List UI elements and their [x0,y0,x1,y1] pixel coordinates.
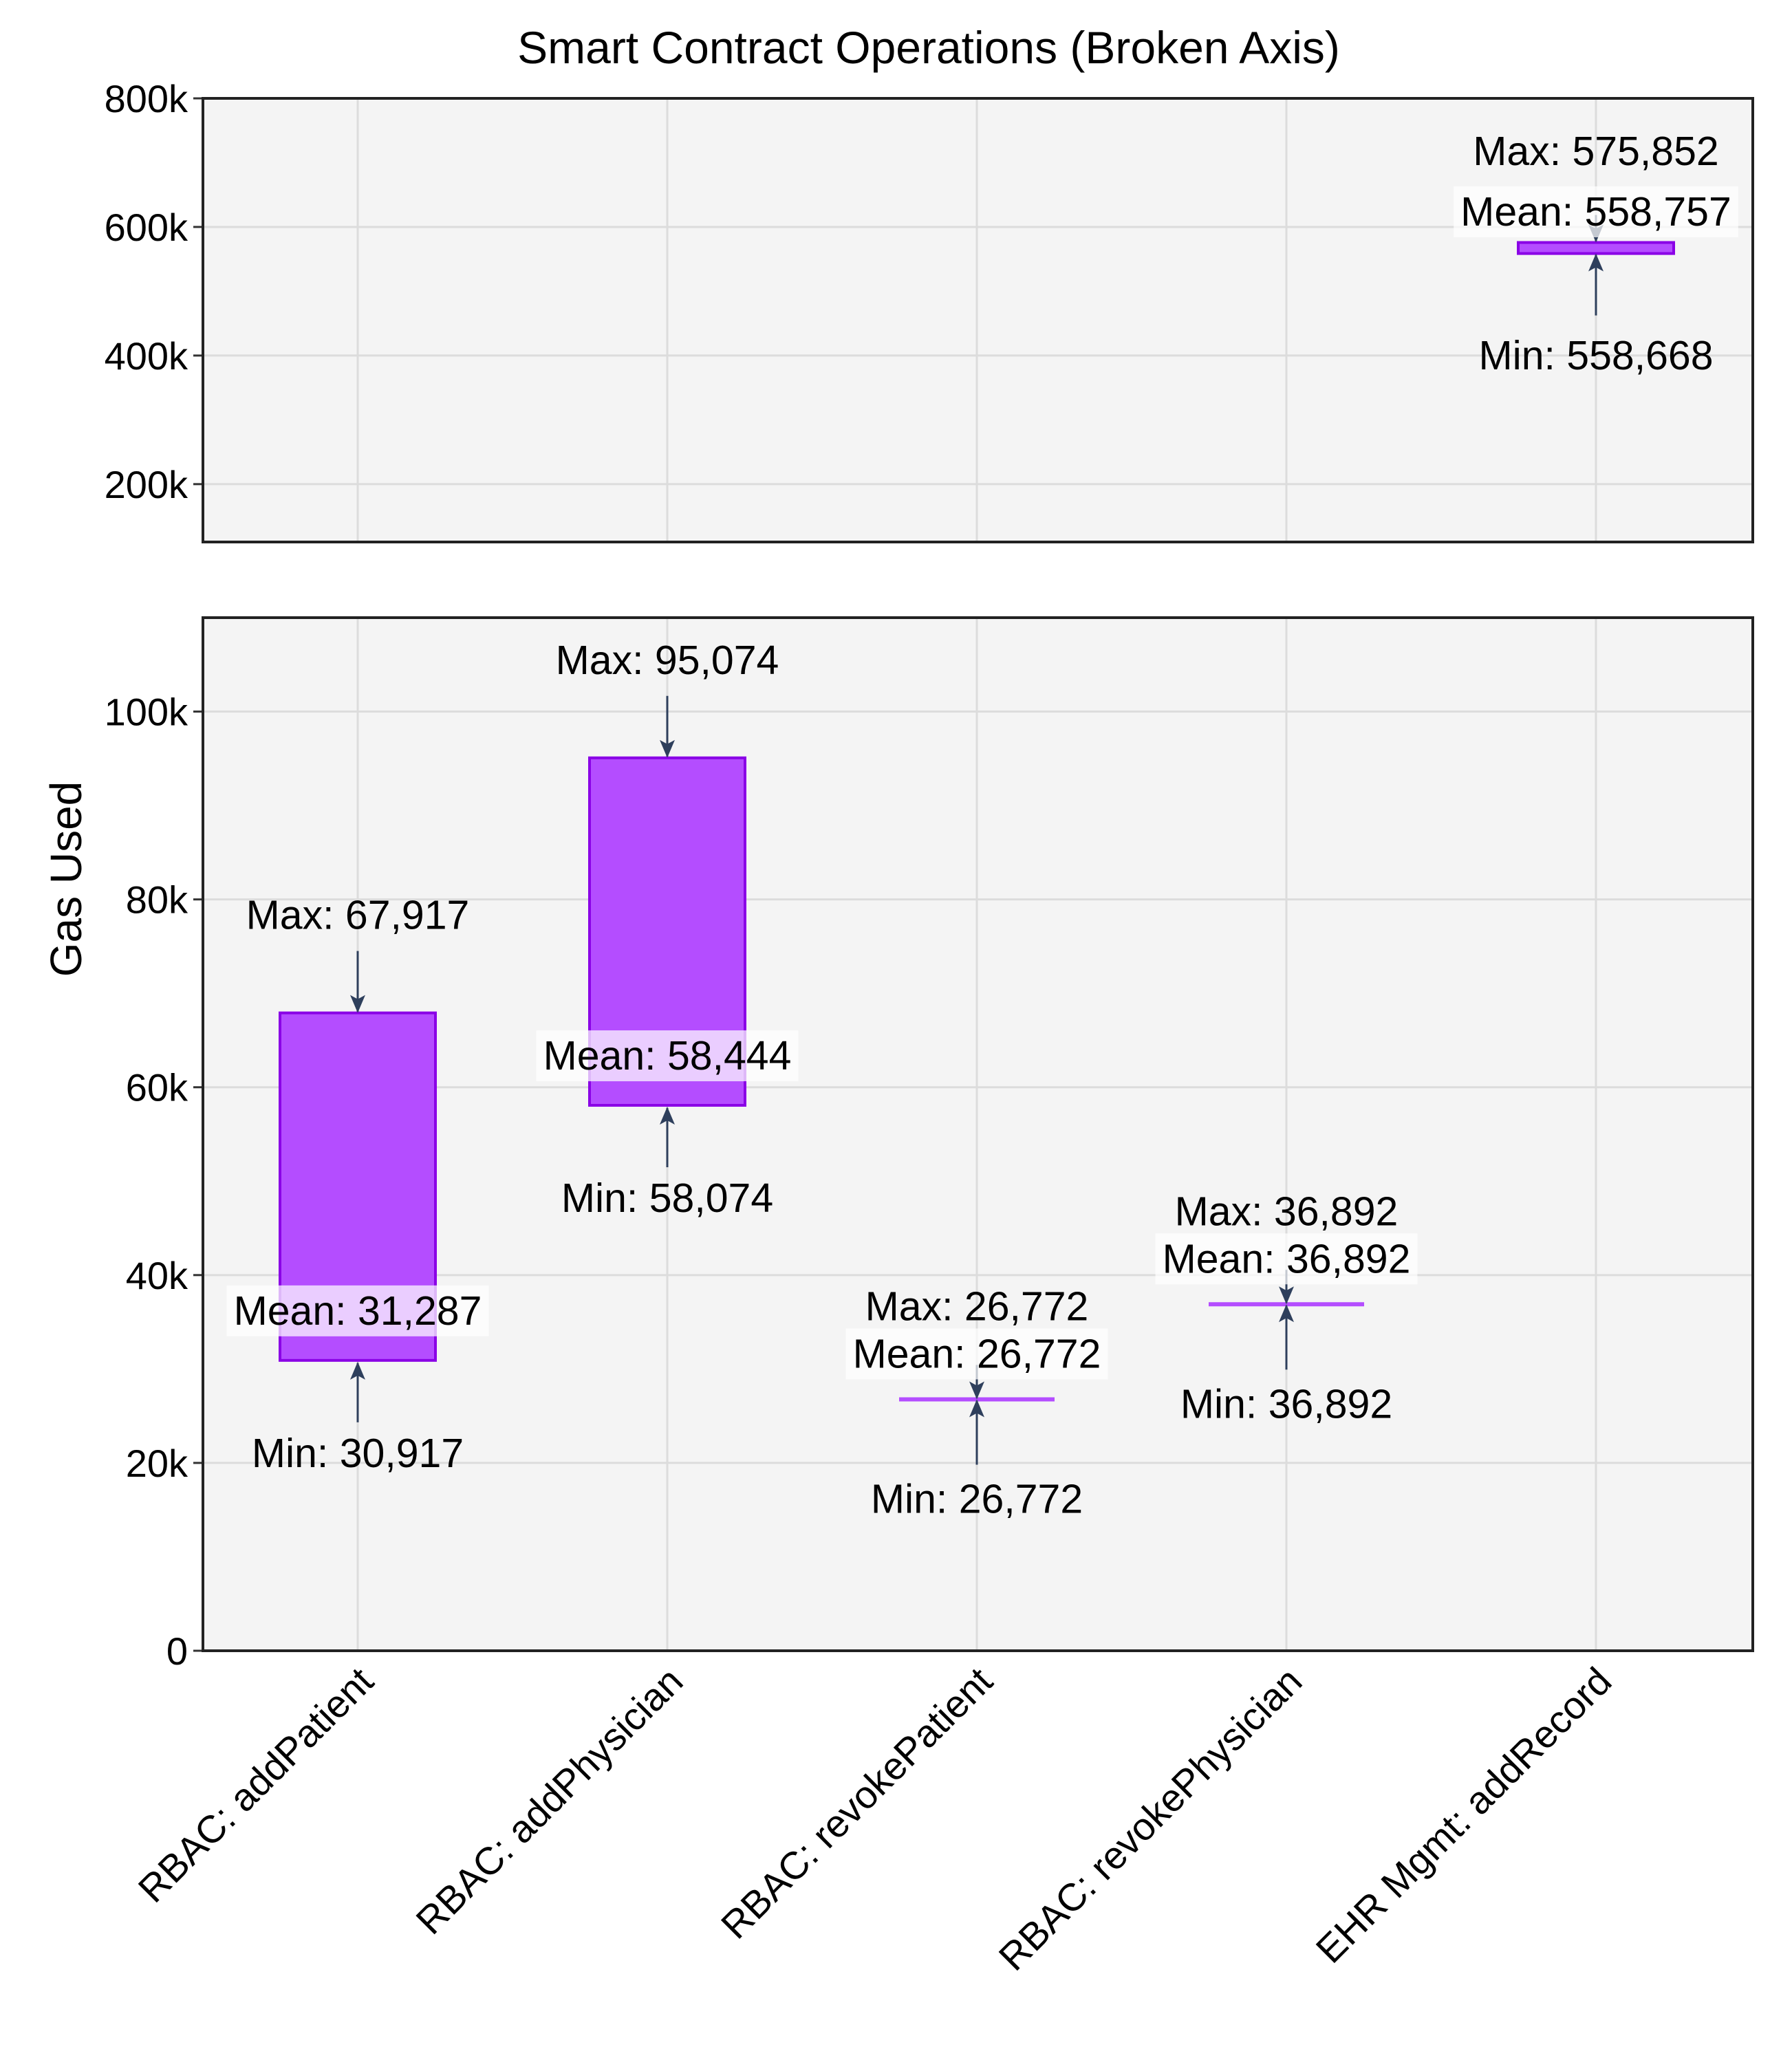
lower-tick-label-5: 100k [105,691,188,734]
series-3-min-label: Min: 36,892 [1180,1381,1392,1427]
series-0-max-label: Max: 67,917 [246,893,470,938]
category-label-3: RBAC: revokePhysician [991,1659,1310,1979]
series-1-min-label: Min: 58,074 [561,1175,773,1221]
lower-panel: 0 20k 40k 60k 80k 100k Max: 67,917 Mean: 31,287… [105,616,1754,1673]
series-2-max-label: Max: 26,772 [865,1283,1089,1329]
series-1-mean-label-bg [536,1030,799,1082]
series-2-mean-label: Mean: 26,772 [853,1331,1101,1376]
series-4-bar [1517,241,1675,255]
series-4-mean-label: Mean: 558,757 [1460,189,1731,235]
series-3-max-label: Max: 36,892 [1175,1189,1399,1234]
upper-frame [202,97,1754,543]
series-4-min-label: Min: 558,668 [1478,333,1713,378]
lower-tick-label-0: 0 [166,1629,188,1673]
series-4-mean-label-bg [1454,186,1738,237]
y-axis-label: Gas Used [41,781,91,977]
series-2-mean-label-bg [845,1328,1108,1380]
series-1-mean-label: Mean: 58,444 [543,1033,792,1078]
series-0-mean-label: Mean: 31,287 [234,1288,482,1334]
lower-frame [202,616,1754,1652]
upper-tick-label-0: 200k [105,463,188,506]
series-0-mean-label-bg [226,1285,489,1336]
series-3-mean-label-bg [1155,1233,1418,1285]
series-4-max-label: Max: 575,852 [1473,129,1719,174]
category-label-4: EHR Mgmt: addRecord [1308,1659,1620,1971]
series-1-max-label: Max: 95,074 [556,638,779,683]
lower-tick-label-1: 20k [126,1442,188,1485]
upper-tick-label-3: 800k [105,77,188,120]
category-label-2: RBAC: revokePatient [713,1659,1001,1947]
lower-tick-label-4: 80k [126,878,188,922]
lower-tick-label-2: 40k [126,1254,188,1297]
upper-tick-label-1: 400k [105,334,188,378]
chart-title: Smart Contract Operations (Broken Axis) [517,22,1340,73]
series-0-min-label: Min: 30,917 [252,1431,464,1476]
series-3-mean-label: Mean: 36,892 [1163,1236,1411,1281]
upper-panel: 200k 400k 600k 800k Max: 575,852 Mean: 558,75… [105,77,1754,543]
series-2-min-label: Min: 26,772 [871,1476,1083,1521]
category-label-1: RBAC: addPhysician [407,1659,691,1942]
category-label-0: RBAC: addPatient [130,1659,382,1911]
category-labels: RBAC: addPatient RBAC: addPhysician RBAC: … [130,1659,1620,1979]
lower-tick-label-3: 60k [126,1066,188,1109]
upper-tick-label-2: 600k [105,206,188,249]
